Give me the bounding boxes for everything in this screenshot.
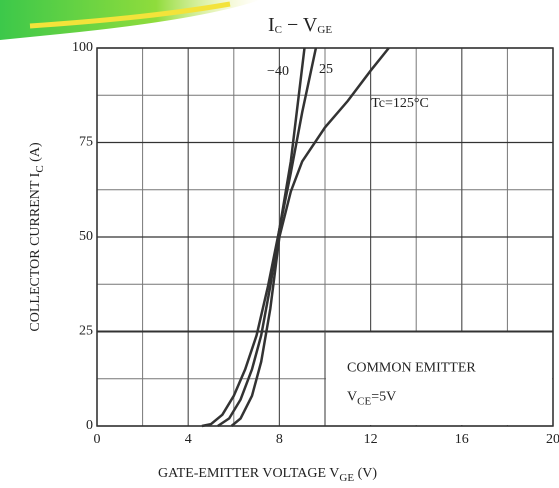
y-tick-label: 25	[79, 324, 93, 339]
text-part: GATE-EMITTER VOLTAGE V	[158, 466, 339, 481]
subscript: C	[275, 24, 282, 36]
text-part: V	[347, 390, 357, 405]
series-label: 25	[319, 62, 333, 77]
y-tick-label: 100	[72, 40, 93, 55]
series-label: −40	[267, 64, 289, 79]
x-tick-label: 4	[185, 432, 192, 447]
x-tick-label: 16	[455, 432, 469, 447]
curve	[230, 47, 390, 427]
text-part: (A)	[28, 142, 43, 165]
annotation-text: COMMON EMITTER	[347, 361, 476, 376]
annotation-text: VCE=5V	[347, 390, 396, 407]
curve	[217, 47, 318, 428]
subscript: GE	[339, 472, 354, 484]
text-part: =5V	[371, 390, 396, 405]
y-axis-label: COLLECTOR CURRENT IC (A)	[28, 142, 45, 332]
x-tick-label: 12	[364, 432, 378, 447]
y-tick-label: 50	[79, 229, 93, 244]
plot-frame	[96, 47, 554, 427]
subscript: C	[34, 165, 46, 172]
x-tick-label: 0	[94, 432, 101, 447]
subscript: GE	[317, 24, 332, 36]
banner-stripe	[29, 1, 231, 29]
text-part: COLLECTOR CURRENT I	[28, 172, 43, 331]
chart-title: IC − VGE	[268, 14, 332, 36]
series-label: Tc=125°C	[371, 96, 429, 111]
subscript: CE	[357, 395, 371, 407]
text-part: I	[268, 14, 275, 36]
text-part: COMMON EMITTER	[347, 361, 476, 376]
x-tick-label: 8	[276, 432, 283, 447]
text-part: (V)	[354, 466, 377, 481]
x-tick-label: 20	[546, 432, 559, 447]
annotation-box	[326, 332, 552, 425]
text-part: − V	[282, 14, 318, 36]
y-tick-label: 0	[86, 418, 93, 433]
y-tick-label: 75	[79, 135, 93, 150]
x-axis-label: GATE-EMITTER VOLTAGE VGE (V)	[158, 466, 377, 483]
